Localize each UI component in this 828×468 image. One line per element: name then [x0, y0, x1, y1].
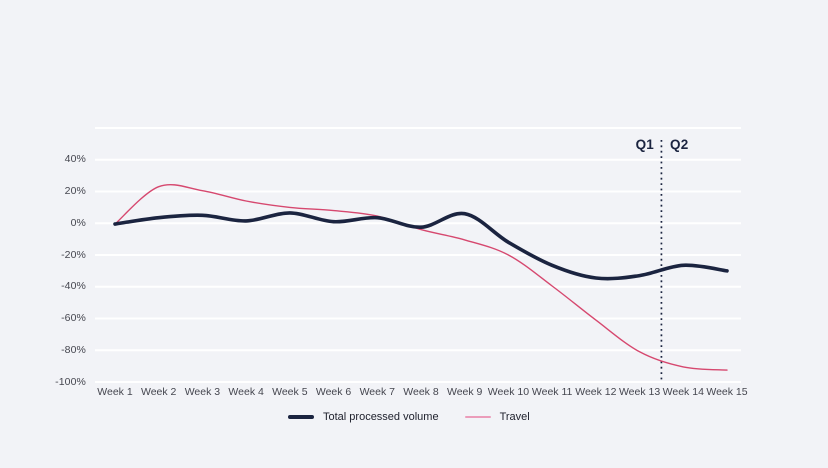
y-tick-label: -100%: [55, 375, 86, 388]
x-tick-label: Week 13: [618, 386, 661, 398]
legend-item-total-processed-volume[interactable]: Total processed volume: [288, 411, 439, 423]
x-tick-label: Week 7: [359, 386, 395, 398]
x-tick-label: Week 15: [706, 386, 748, 398]
series-line-total-processed-volume: [113, 211, 729, 281]
legend-item-travel[interactable]: Travel: [464, 411, 530, 423]
y-tick-label: -60%: [61, 312, 86, 324]
x-tick-label: Week 9: [446, 386, 483, 398]
y-tick-label: 40%: [64, 153, 86, 166]
y-tick-label: 20%: [64, 185, 86, 197]
legend-swatch-total-processed-volume: [288, 415, 314, 419]
x-tick-label: Week 6: [315, 386, 352, 398]
x-tick-label: Week 8: [403, 386, 439, 398]
y-tick-label: -20%: [61, 248, 86, 261]
x-tick-label: Week 2: [140, 386, 177, 398]
quarter-annotation-q2: Q2: [670, 137, 689, 152]
quarter-annotation-q1: Q1: [635, 137, 654, 152]
x-tick-label: Week 5: [272, 386, 308, 398]
x-tick-label: Week 14: [662, 386, 704, 398]
x-tick-label: Week 3: [184, 386, 221, 398]
legend: Total processed volume Travel: [288, 411, 530, 423]
series-line-travel: [114, 183, 728, 371]
y-tick-label: -40%: [61, 280, 86, 293]
legend-label-travel: Travel: [499, 411, 530, 423]
x-tick-label: Week 10: [487, 386, 530, 398]
legend-swatch-travel: [464, 416, 491, 418]
x-tick-label: Week 4: [228, 386, 264, 398]
x-tick-label: Week 1: [97, 386, 133, 398]
legend-label-total-processed-volume: Total processed volume: [323, 411, 439, 423]
x-tick-label: Week 11: [531, 386, 573, 398]
y-tick-label: 0%: [70, 216, 86, 229]
x-tick-label: Week 12: [575, 386, 617, 398]
y-tick-label: -80%: [61, 343, 86, 356]
